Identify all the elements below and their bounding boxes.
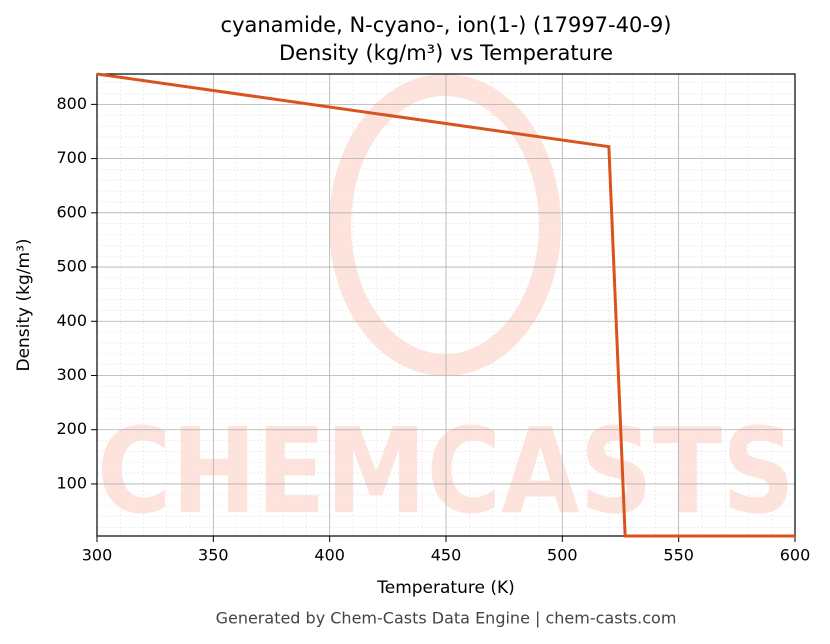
y-tick-label: 200 xyxy=(56,419,87,438)
y-tick-label: 700 xyxy=(56,148,87,167)
x-tick-label: 300 xyxy=(82,546,113,565)
x-tick-label: 500 xyxy=(547,546,578,565)
y-axis-label: Density (kg/m³) xyxy=(14,238,34,371)
x-tick-label: 600 xyxy=(780,546,811,565)
x-tick-label: 550 xyxy=(663,546,694,565)
watermark-ring xyxy=(329,74,561,376)
x-tick-label: 350 xyxy=(198,546,229,565)
y-tick-label: 800 xyxy=(56,94,87,113)
chart-subtitle: Density (kg/m³) vs Temperature xyxy=(279,41,613,65)
y-tick-label: 100 xyxy=(56,473,87,492)
data-line xyxy=(96,72,795,538)
chart-title: cyanamide, N-cyano-, ion(1-) (17997-40-9… xyxy=(221,13,672,37)
x-tick-label: 400 xyxy=(314,546,345,565)
footer: Generated by Chem-Casts Data Engine | ch… xyxy=(216,609,677,628)
y-tick-label: 600 xyxy=(56,202,87,221)
x-axis-label: Temperature (K) xyxy=(376,578,515,598)
x-tick-label: 450 xyxy=(431,546,462,565)
y-tick-label: 300 xyxy=(56,365,87,384)
y-tick-label: 500 xyxy=(56,257,87,276)
plot-frame xyxy=(96,73,796,537)
y-tick-label: 400 xyxy=(56,311,87,330)
